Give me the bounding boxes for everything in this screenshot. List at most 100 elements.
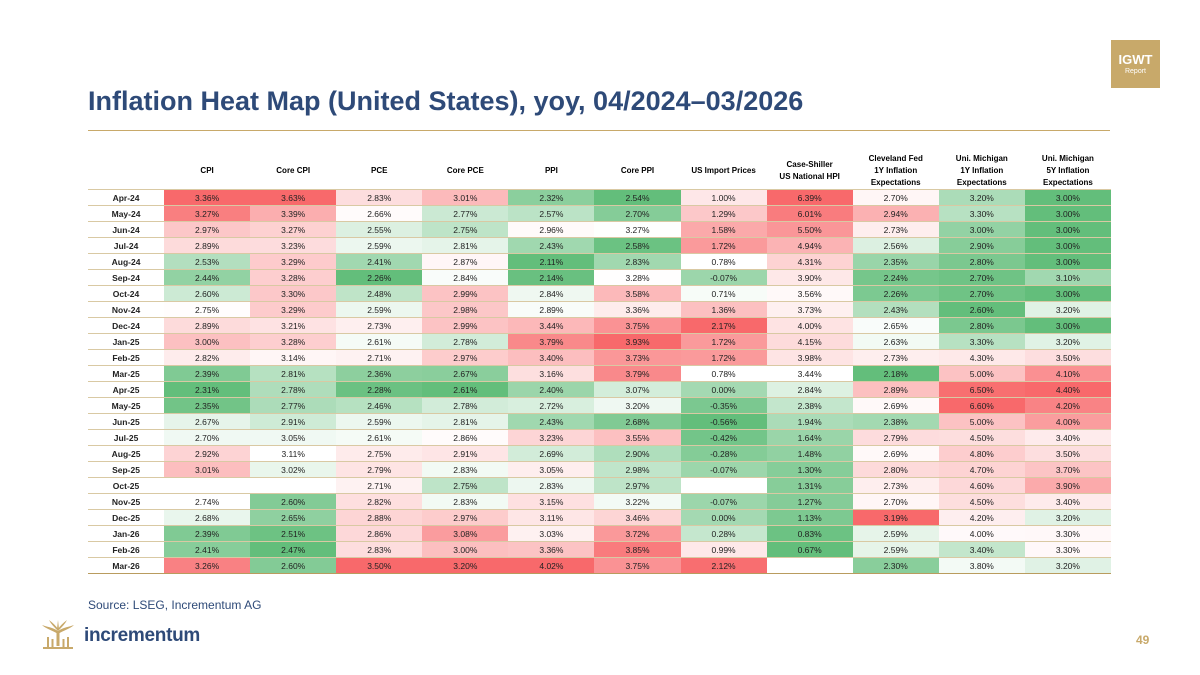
heat-cell: 3.20% <box>1024 509 1111 526</box>
heat-cell: 6.50% <box>938 381 1025 398</box>
heat-cell: 2.56% <box>852 237 939 254</box>
heat-cell: 1.36% <box>680 301 767 318</box>
heat-cell: 3.16% <box>508 365 595 382</box>
heat-cell: 2.41% <box>336 253 423 270</box>
column-header: Uni. Michigan 1Y Inflation Expectations <box>955 153 1008 187</box>
heat-cell: 2.98% <box>594 461 681 478</box>
column-header: Case-Shiller US National HPI <box>779 159 840 181</box>
heat-cell: 2.59% <box>336 237 423 254</box>
table-row: Dec-24 2.89% 3.21% 2.73% 2.99% 3.44% 3.75% 2.17… <box>88 317 1111 334</box>
heat-cell: 2.80% <box>938 253 1025 270</box>
heat-cell: 2.71% <box>336 349 423 366</box>
heat-cell: 2.89% <box>852 381 939 398</box>
heat-cell: 2.59% <box>852 541 939 558</box>
heat-cell: 2.46% <box>336 397 423 414</box>
heat-cell: 2.97% <box>164 221 251 238</box>
column-header: Uni. Michigan 5Y Inflation Expectations <box>1041 153 1094 187</box>
row-label: May-25 <box>88 397 165 414</box>
heat-cell: 2.41% <box>164 541 251 558</box>
row-label: Dec-25 <box>88 509 165 526</box>
table-row: May-24 3.27% 3.39% 2.66% 2.77% 2.57% 2.70% 1.29… <box>88 205 1111 222</box>
heat-cell: 2.83% <box>422 493 509 510</box>
row-label: Jun-25 <box>88 413 165 430</box>
heat-cell: 1.30% <box>766 461 853 478</box>
column-header: PCE <box>371 165 388 175</box>
heat-cell: 2.63% <box>852 333 939 350</box>
heat-cell: 3.40% <box>938 541 1025 558</box>
heat-cell: 4.20% <box>1024 397 1111 414</box>
heat-cell: 2.84% <box>508 285 595 302</box>
heat-cell: 2.43% <box>508 413 595 430</box>
heat-cell: 2.84% <box>422 269 509 286</box>
row-label: Oct-25 <box>88 477 165 494</box>
heat-cell: 3.56% <box>766 285 853 302</box>
heat-cell: 2.43% <box>508 237 595 254</box>
heat-cell: 0.67% <box>766 541 853 558</box>
heat-cell: 3.79% <box>508 333 595 350</box>
heat-cell: 4.00% <box>766 317 853 334</box>
heat-cell: 3.08% <box>422 525 509 542</box>
heat-cell: 2.73% <box>852 477 939 494</box>
heat-cell: 2.79% <box>336 461 423 478</box>
heat-cell: 6.01% <box>766 205 853 222</box>
table-row: Oct-25 2.71% 2.75% 2.83% 2.97% 1.31% 2.73% 4.60… <box>88 477 1111 494</box>
table-row: Mar-26 3.26% 2.60% 3.50% 3.20% 4.02% 3.75% 2.12… <box>88 557 1111 574</box>
heat-cell: 3.01% <box>164 461 251 478</box>
logo-wordmark: incrementum <box>84 625 201 646</box>
row-label-header <box>88 152 164 190</box>
heat-cell: 3.28% <box>250 269 337 286</box>
heat-cell: 1.94% <box>766 413 853 430</box>
heat-cell: 2.90% <box>938 237 1025 254</box>
row-label: Apr-24 <box>88 189 165 206</box>
heat-cell: 2.59% <box>852 525 939 542</box>
heat-cell: 3.28% <box>250 333 337 350</box>
heat-cell: 3.00% <box>1024 221 1111 238</box>
heat-cell: 2.67% <box>164 413 251 430</box>
heat-cell: 3.02% <box>250 461 337 478</box>
row-label: Mar-25 <box>88 365 165 382</box>
heat-cell: 5.00% <box>938 413 1025 430</box>
heat-cell: 4.70% <box>938 461 1025 478</box>
heat-cell: 3.20% <box>1024 333 1111 350</box>
heat-cell: 0.99% <box>680 541 767 558</box>
heat-cell: 3.03% <box>508 525 595 542</box>
heat-cell: -0.07% <box>680 493 767 510</box>
heat-cell: 3.46% <box>594 509 681 526</box>
heat-cell: 3.80% <box>938 557 1025 574</box>
column-header: Cleveland Fed 1Y Inflation Expectations <box>868 153 923 187</box>
heat-cell: 3.19% <box>852 509 939 526</box>
igwt-report-badge: IGWT Report <box>1111 40 1160 88</box>
heat-cell: 3.10% <box>1024 269 1111 286</box>
heat-cell: 2.89% <box>164 317 251 334</box>
heat-cell: 3.98% <box>766 349 853 366</box>
heat-cell: 4.15% <box>766 333 853 350</box>
page-title: Inflation Heat Map (United States), yoy,… <box>88 86 804 116</box>
heat-cell: 3.44% <box>508 317 595 334</box>
heat-cell: 2.61% <box>336 429 423 446</box>
heat-cell: 3.50% <box>336 557 423 574</box>
heat-cell: 3.00% <box>938 221 1025 238</box>
heat-cell: 2.87% <box>422 253 509 270</box>
heat-cell: 2.70% <box>938 269 1025 286</box>
heat-cell: 2.61% <box>422 381 509 398</box>
heat-cell: 2.80% <box>938 317 1025 334</box>
heat-cell: 0.78% <box>680 365 767 382</box>
heat-cell: 2.70% <box>938 285 1025 302</box>
heat-cell: 3.00% <box>1024 205 1111 222</box>
table-row: Sep-24 2.44% 3.28% 2.26% 2.84% 2.14% 3.28% -0.0… <box>88 269 1111 286</box>
heat-cell: 2.59% <box>336 413 423 430</box>
row-label: Sep-25 <box>88 461 165 478</box>
heat-cell: 2.35% <box>852 253 939 270</box>
heat-cell: 1.58% <box>680 221 767 238</box>
heat-cell: 2.60% <box>250 493 337 510</box>
row-label: Feb-25 <box>88 349 165 366</box>
heat-cell: 2.18% <box>852 365 939 382</box>
heat-cell: 2.51% <box>250 525 337 542</box>
heat-cell: 2.79% <box>852 429 939 446</box>
heat-cell: -0.56% <box>680 413 767 430</box>
table-row: Mar-25 2.39% 2.81% 2.36% 2.67% 3.16% 3.79% 0.78… <box>88 365 1111 382</box>
table-row: Nov-25 2.74% 2.60% 2.82% 2.83% 3.15% 3.22% -0.0… <box>88 493 1111 510</box>
heat-cell: 2.88% <box>336 509 423 526</box>
heat-cell: 2.70% <box>852 493 939 510</box>
heat-cell: 2.80% <box>852 461 939 478</box>
